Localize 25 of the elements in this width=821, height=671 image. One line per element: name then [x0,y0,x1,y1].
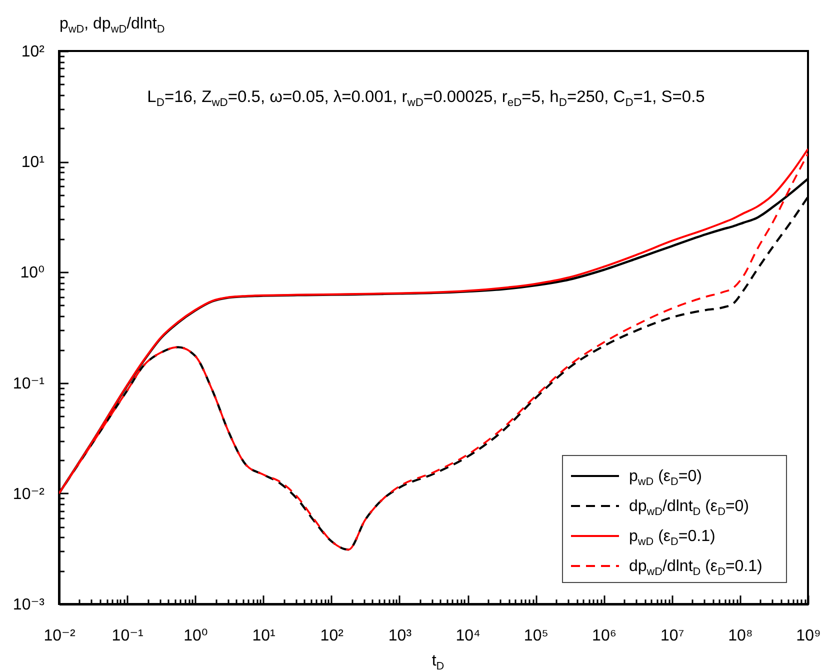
y-tick-label: 10⁻³ [12,596,46,614]
x-tick-label: 10⁻² [44,628,76,644]
x-tick-label: 10⁻¹ [112,628,144,644]
legend-label: p$_{wD}$ (ε$_{D}$=0.1) [629,528,716,548]
x-tick-label: 10⁰ [184,628,208,644]
x-tick-label: 10⁷ [660,628,684,644]
text: L$_{D}$=16, Z$_{wD}$=0.5, ω=0.05, λ=0.001, r$_{wD}$=0.00025, r$_{eD}$=5, h$_{D}$=250, C$_{D}$=1, S=0.5 [147,88,705,109]
x-tick-label: 10³ [388,628,412,644]
x-tick-label: 10¹ [252,628,276,644]
x-axis-title: t$_{D}$ [432,652,444,671]
legend-label: dp$_{wD}$/dlnt$_{D}$ (ε$_{D}$=0) [629,498,750,518]
x-tick-label: 10⁹ [796,628,821,644]
y-axis-title: p$_{wD}$, dp$_{wD}$/dlnt$_{D}$ [60,16,165,35]
x-tick-label: 10⁶ [592,628,616,644]
y-tick-label: 10⁻² [12,486,46,503]
y-tick-label: 10⁻¹ [12,375,44,392]
y-tick-label: 10² [21,44,46,60]
x-tick-label: 10⁴ [456,628,481,644]
legend-label: dp$_{wD}$/dlnt$_{D}$ (ε$_{D}$=0.1) [629,558,762,578]
x-tick-label: 10⁸ [728,628,753,644]
y-tick-label: 10¹ [21,154,44,172]
x-tick-label: 10⁵ [524,628,548,644]
x-tick-label: 10² [320,628,344,644]
legend-label: p$_{wD}$ (ε$_{D}$=0) [629,468,702,488]
y-tick-label: 10⁰ [20,264,44,282]
